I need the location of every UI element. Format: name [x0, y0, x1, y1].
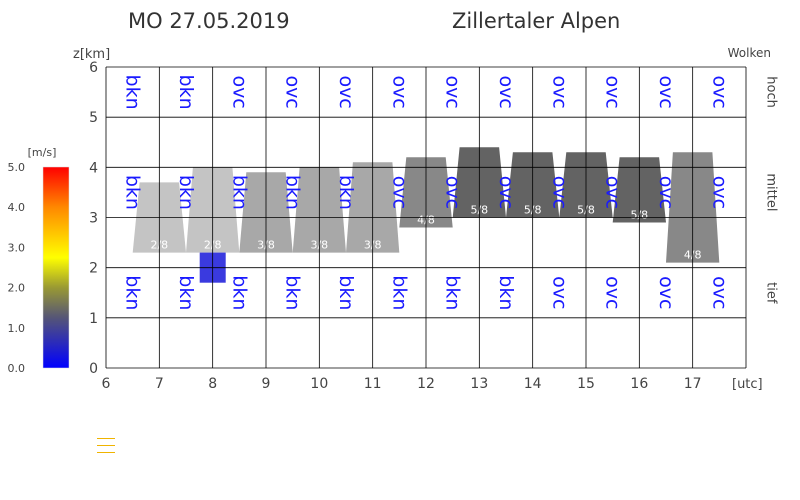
cloud-code-tief: bkn: [495, 275, 517, 310]
cloud-code-tief: bkn: [442, 275, 464, 310]
x-tick-label: 8: [208, 376, 217, 392]
cloud-layer-labels: bkn bkn ovc ovc ovc ovc ovc ovc ovc ovc ovc ovc bkn b…: [122, 75, 731, 311]
colorbar-tick-label: 3.0: [8, 241, 26, 254]
chart-date: MO 27.05.2019: [128, 9, 290, 33]
cloud-code-hoch: ovc: [708, 75, 730, 108]
menu-icon[interactable]: [97, 438, 115, 458]
cloud-code-mittel: ovc: [655, 176, 677, 209]
cloud-code-tief: bkn: [175, 275, 197, 310]
y-tick-label: 1: [89, 311, 98, 327]
cloud-code-mittel: bkn: [122, 175, 144, 210]
x-tick-label: 7: [155, 376, 164, 392]
cloud-code-mittel: ovc: [602, 176, 624, 209]
cloud-code-tief: ovc: [548, 276, 570, 309]
cloud-code-mittel: bkn: [228, 175, 250, 210]
colorbar-scale: [42, 166, 70, 369]
cloud-code-hoch: bkn: [122, 75, 144, 110]
colorbar-tick-label: 5.0: [8, 161, 26, 174]
colorbar-tick-label: 1.0: [8, 322, 26, 335]
x-tick-label: 6: [102, 376, 111, 392]
layer-label: mittel: [764, 173, 779, 211]
x-tick-label: 12: [417, 376, 435, 392]
y-tick-label: 5: [89, 110, 98, 126]
x-tick-label: 14: [524, 376, 542, 392]
x-tick-label: 11: [364, 376, 382, 392]
wind-colorbar: [m/s] 0.0 1.0 2.0 3.0 4.0 5.0: [8, 146, 70, 375]
cloud-code-mittel: ovc: [548, 176, 570, 209]
x-tick-label: 15: [577, 376, 595, 392]
cloud-code-mittel: ovc: [388, 176, 410, 209]
layer-label: hoch: [764, 76, 779, 108]
cloud-code-hoch: ovc: [388, 75, 410, 108]
cloud-code-hoch: ovc: [602, 75, 624, 108]
cloud-code-mittel: bkn: [282, 175, 304, 210]
x-tick-label: 16: [630, 376, 648, 392]
cloud-code-tief: bkn: [228, 275, 250, 310]
cloud-code-hoch: ovc: [335, 75, 357, 108]
cloud-code-hoch: ovc: [548, 75, 570, 108]
x-axis-unit: [utc]: [732, 377, 763, 392]
chart-region: Zillertaler Alpen: [452, 9, 621, 33]
chart-grid: [105, 66, 747, 369]
x-tick-label: 13: [470, 376, 488, 392]
cloud-code-hoch: ovc: [282, 75, 304, 108]
cloud-code-mittel: ovc: [708, 176, 730, 209]
x-tick-label: 17: [684, 376, 702, 392]
cloud-code-hoch: bkn: [175, 75, 197, 110]
cloud-code-hoch: ovc: [655, 75, 677, 108]
y-tick-label: 0: [89, 361, 98, 377]
cloud-code-tief: ovc: [708, 276, 730, 309]
cloud-code-hoch: ovc: [495, 75, 517, 108]
colorbar-tick-label: 0.0: [8, 362, 26, 375]
cloud-code-mittel: bkn: [335, 175, 357, 210]
cloud-code-tief: ovc: [602, 276, 624, 309]
cloud-code-mittel: ovc: [442, 176, 464, 209]
layer-label: tief: [764, 282, 779, 304]
cloud-code-mittel: ovc: [495, 176, 517, 209]
cloud-code-mittel: bkn: [175, 175, 197, 210]
cloud-code-hoch: ovc: [228, 75, 250, 108]
colorbar-tick-label: 4.0: [8, 201, 26, 214]
y-tick-label: 4: [89, 160, 98, 176]
x-tick-label: 10: [310, 376, 328, 392]
cloud-code-tief: bkn: [335, 275, 357, 310]
colorbar-unit: [m/s]: [28, 146, 57, 159]
cloud-code-tief: bkn: [388, 275, 410, 310]
y-tick-label: 2: [89, 261, 98, 277]
cloud-code-tief: bkn: [282, 275, 304, 310]
cloud-code-hoch: ovc: [442, 75, 464, 108]
y-tick-label: 3: [89, 211, 98, 227]
y-axis-unit: z[km]: [73, 47, 110, 62]
x-tick-label: 9: [262, 376, 271, 392]
y-tick-label: 6: [89, 60, 98, 76]
cloud-code-tief: ovc: [655, 276, 677, 309]
right-axis-title: Wolken: [728, 46, 771, 60]
colorbar-tick-label: 2.0: [8, 282, 26, 295]
cloud-code-tief: bkn: [122, 275, 144, 310]
